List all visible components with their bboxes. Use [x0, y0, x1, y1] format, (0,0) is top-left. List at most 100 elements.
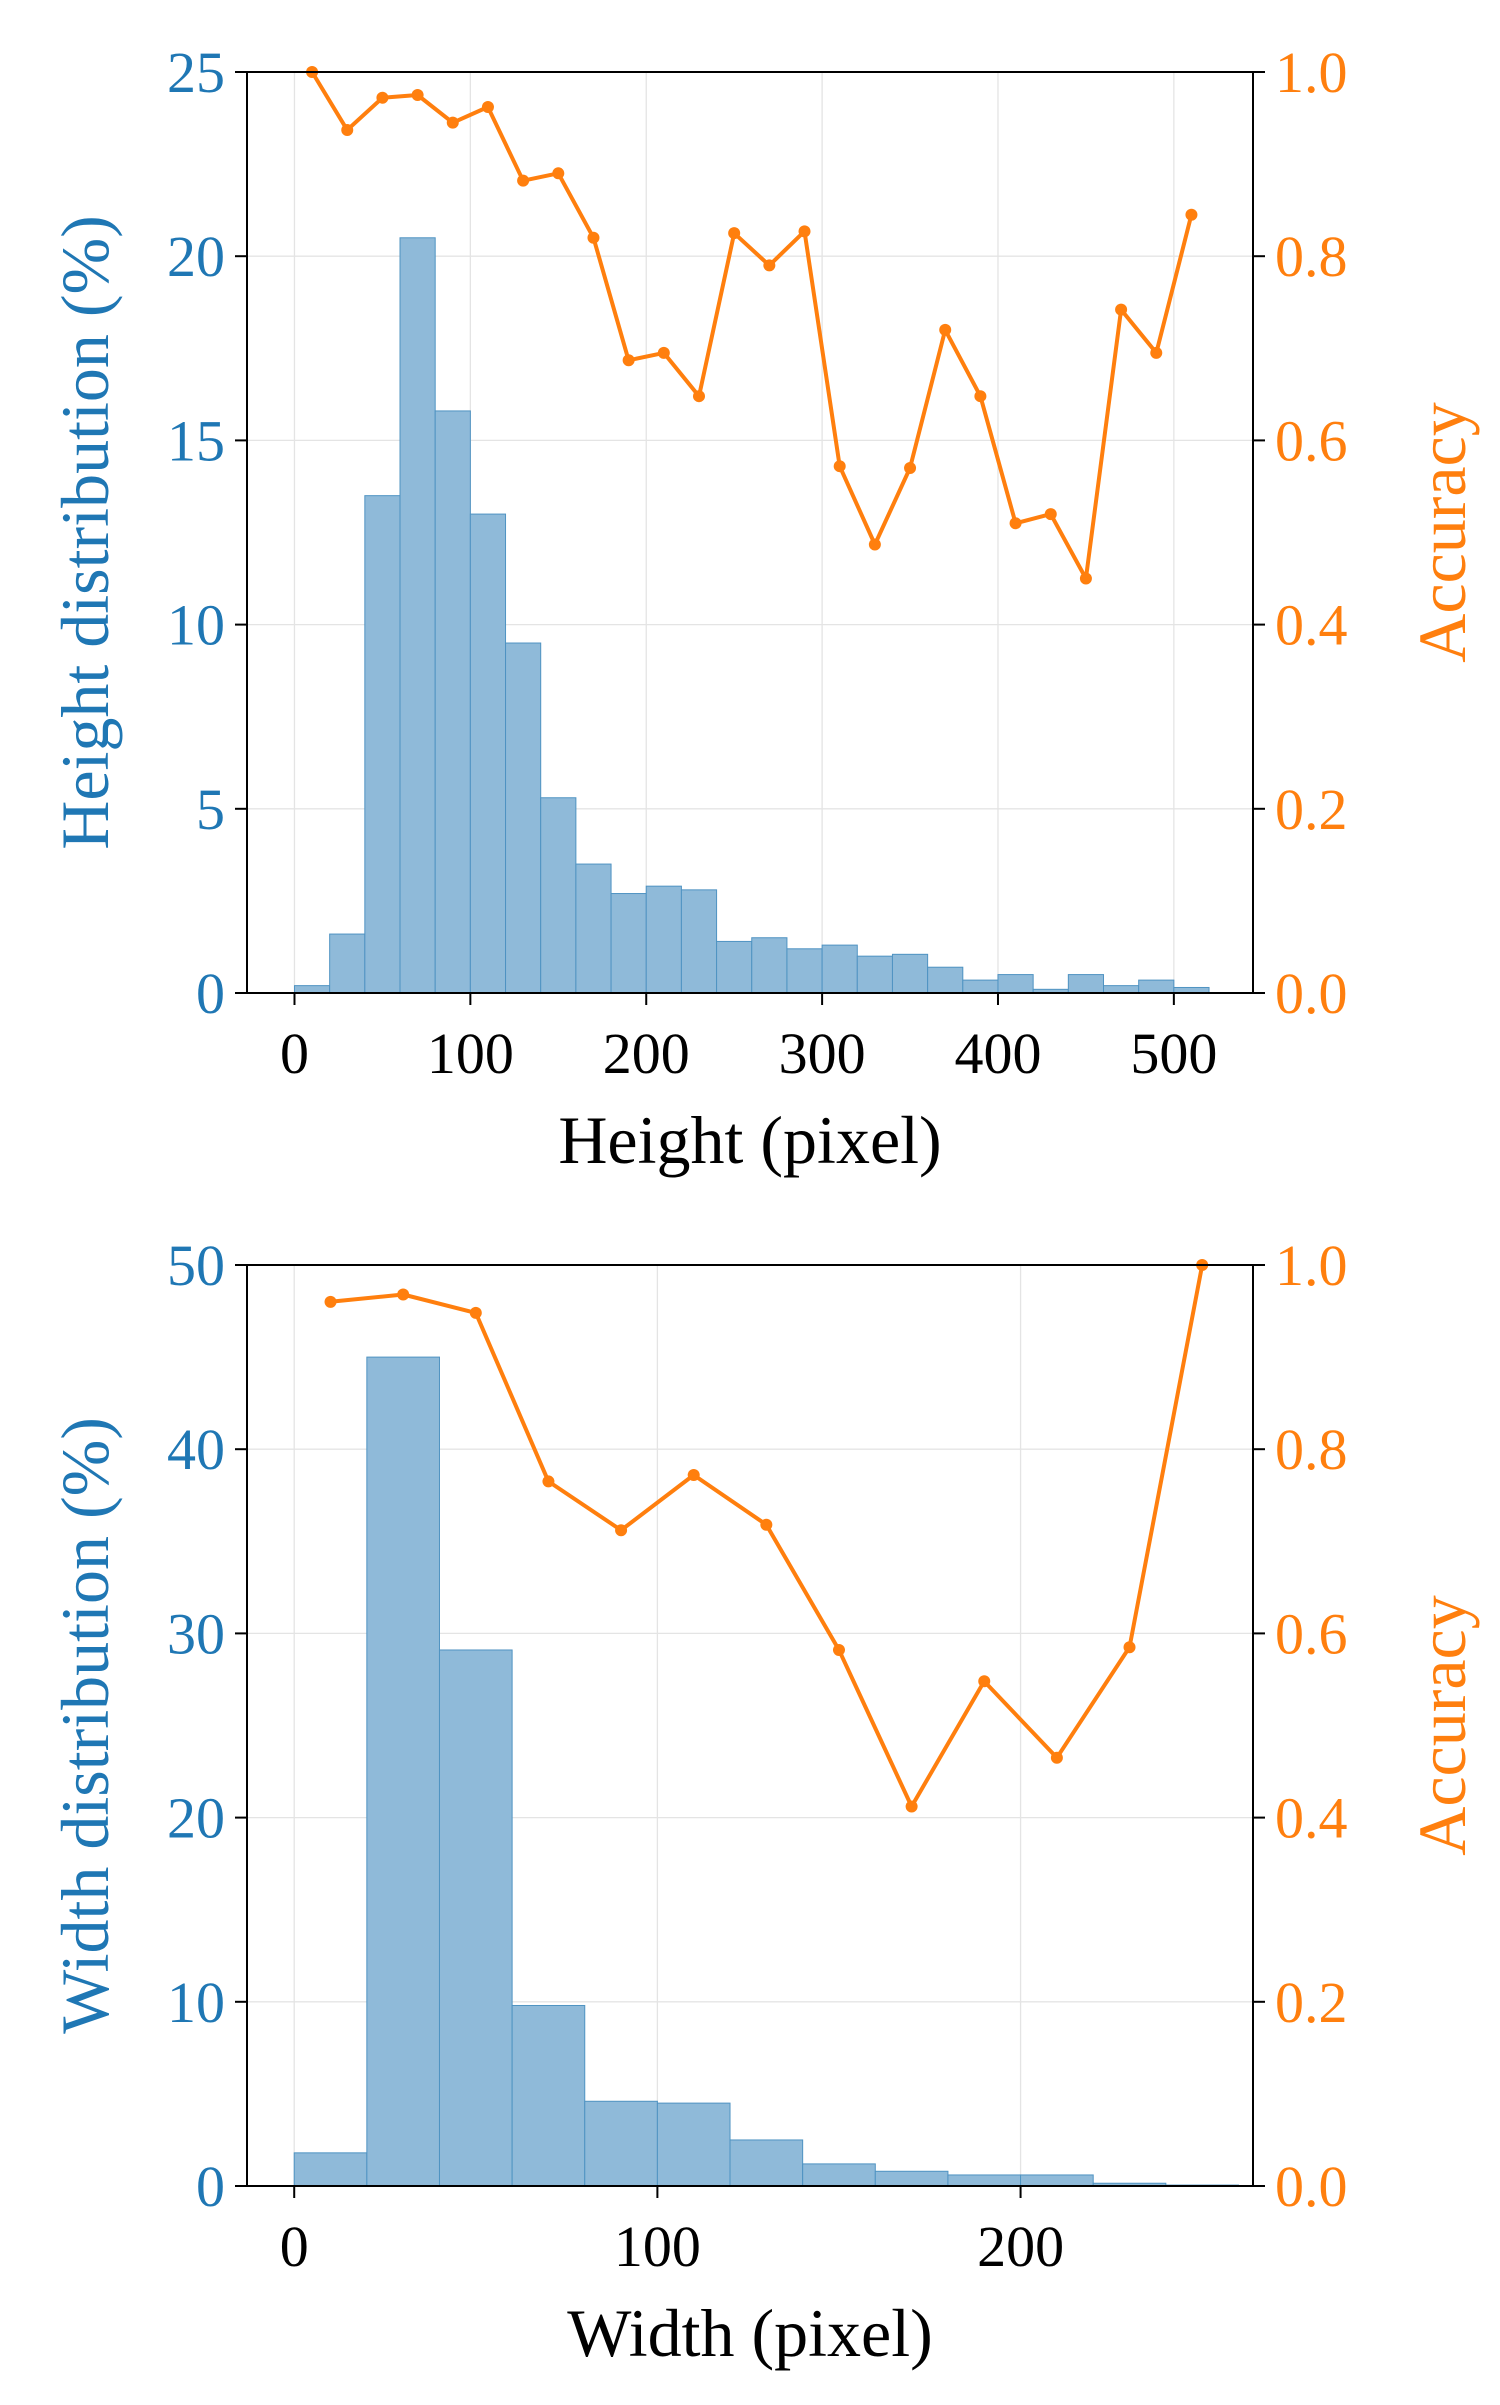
height-y2tick-label-0.8: 0.8 [1275, 224, 1348, 289]
height-ytick-label-5: 5 [196, 777, 225, 842]
width-bar-9 [947, 2174, 1022, 2187]
height-ytick-label-25: 25 [167, 40, 225, 105]
height-ytick-label-0: 0 [196, 961, 225, 1026]
width-ytick-label-10: 10 [167, 1970, 225, 2035]
height-bar-11 [680, 889, 718, 994]
width-axes [246, 1264, 1254, 2187]
width-accuracy-point-7 [832, 1643, 845, 1656]
height-accuracy-point-25 [1185, 208, 1198, 221]
width-accuracy-line [324, 1259, 1209, 1813]
height-y2tick-label-1: 1.0 [1275, 40, 1348, 105]
height-accuracy-point-21 [1044, 508, 1057, 521]
height-bar-1 [329, 933, 366, 994]
width-accuracy-point-10 [1050, 1751, 1063, 1764]
width-y2-axis-label: Accuracy [1404, 1595, 1480, 1855]
height-accuracy-point-7 [552, 167, 565, 180]
height-bar-7 [540, 797, 577, 994]
width-ytick-label-0: 0 [196, 2154, 225, 2219]
height-accuracy-point-11 [692, 390, 705, 403]
height-ticks: 0 100 200 300 400 500 0 5 10 15 20 25 0.0 0.2 0.4 0.6 0.… [167, 40, 1348, 1086]
height-bar-5 [469, 513, 507, 994]
height-accuracy-polyline [310, 70, 1194, 581]
width-y2tick-label-0.6: 0.6 [1275, 1601, 1348, 1666]
width-accuracy-point-8 [905, 1800, 918, 1813]
height-y-axis-label: Height distribution (%) [47, 215, 123, 850]
width-accuracy-point-5 [687, 1468, 700, 1481]
height-accuracy-line [306, 66, 1198, 585]
width-accuracy-point-11 [1123, 1641, 1136, 1654]
height-accuracy-point-8 [587, 231, 600, 244]
height-bar-19 [962, 979, 999, 994]
width-ytick-label-40: 40 [167, 1417, 225, 1482]
height-bar-2 [364, 495, 401, 994]
width-xtick-label-100: 100 [614, 2214, 701, 2279]
height-bar-23 [1103, 985, 1140, 994]
height-accuracy-point-1 [341, 124, 354, 137]
height-xtick-label-100: 100 [427, 1021, 514, 1086]
height-bar-15 [821, 944, 858, 994]
height-bar-8 [575, 863, 612, 994]
height-y2tick-label-0: 0.0 [1275, 961, 1348, 1026]
width-ytick-label-20: 20 [167, 1786, 225, 1851]
width-xtick-label-0: 0 [280, 2214, 309, 2279]
height-accuracy-point-9 [622, 354, 635, 367]
height-bar-6 [505, 642, 542, 994]
width-ytick-label-30: 30 [167, 1601, 225, 1666]
width-accuracy-point-1 [397, 1288, 410, 1301]
height-accuracy-point-16 [868, 538, 881, 551]
height-ytick-label-15: 15 [167, 408, 225, 473]
height-bar-4 [434, 410, 471, 994]
width-bar-2 [438, 1649, 513, 2187]
width-y2tick-label-1: 1.0 [1275, 1233, 1348, 1298]
height-y2-axis-label: Accuracy [1404, 402, 1480, 662]
width-chart: 0 100 200 0 10 20 30 40 50 0.0 0.2 0.4 0.6 0.8 1.0 Wid… [47, 1233, 1480, 2371]
height-histogram-bars [293, 237, 1210, 994]
height-x-axis-label: Height (pixel) [558, 1102, 941, 1178]
width-bar-7 [802, 2163, 876, 2187]
height-accuracy-point-18 [939, 323, 952, 336]
height-xtick-label-300: 300 [779, 1021, 866, 1086]
height-xtick-label-200: 200 [603, 1021, 690, 1086]
height-accuracy-point-24 [1150, 346, 1163, 359]
height-accuracy-point-19 [974, 390, 987, 403]
width-accuracy-point-6 [760, 1518, 773, 1531]
height-accuracy-point-22 [1079, 572, 1092, 585]
height-bar-12 [716, 940, 753, 994]
width-accuracy-point-3 [542, 1475, 555, 1488]
width-accuracy-point-4 [615, 1524, 628, 1537]
height-accuracy-point-2 [376, 91, 389, 104]
height-xtick-label-500: 500 [1130, 1021, 1217, 1086]
width-bar-5 [656, 2102, 731, 2187]
height-bar-3 [399, 237, 436, 994]
height-y2tick-label-0.2: 0.2 [1275, 777, 1348, 842]
height-bar-0 [293, 985, 331, 994]
height-accuracy-point-14 [798, 225, 811, 238]
height-bar-18 [927, 966, 964, 994]
width-bar-4 [584, 2100, 658, 2187]
height-bar-20 [997, 974, 1034, 994]
width-bar-6 [729, 2139, 804, 2187]
height-ytick-label-10: 10 [167, 593, 225, 658]
height-chart: 0 100 200 300 400 500 0 5 10 15 20 25 0.0 0.2 0.4 0.6 0.… [47, 40, 1480, 1178]
height-xtick-label-400: 400 [954, 1021, 1041, 1086]
height-ytick-label-20: 20 [167, 224, 225, 289]
height-accuracy-point-20 [1009, 517, 1022, 530]
width-ytick-label-50: 50 [167, 1233, 225, 1298]
height-accuracy-point-10 [657, 346, 670, 359]
height-accuracy-point-12 [728, 227, 741, 240]
height-accuracy-point-4 [446, 116, 459, 129]
height-bar-17 [891, 953, 929, 994]
height-accuracy-point-6 [517, 174, 530, 187]
width-ticks: 0 100 200 0 10 20 30 40 50 0.0 0.2 0.4 0.6 0.8 1.0 [167, 1233, 1348, 2279]
height-bar-24 [1138, 979, 1175, 994]
height-accuracy-point-3 [411, 89, 424, 102]
height-bar-16 [856, 955, 893, 994]
width-accuracy-point-9 [978, 1675, 991, 1688]
width-bar-0 [293, 2152, 368, 2187]
height-accuracy-point-17 [904, 462, 917, 475]
width-y2tick-label-0.4: 0.4 [1275, 1786, 1348, 1851]
width-bar-3 [511, 2004, 586, 2187]
width-y2tick-label-0.2: 0.2 [1275, 1970, 1348, 2035]
height-bar-10 [645, 885, 682, 994]
